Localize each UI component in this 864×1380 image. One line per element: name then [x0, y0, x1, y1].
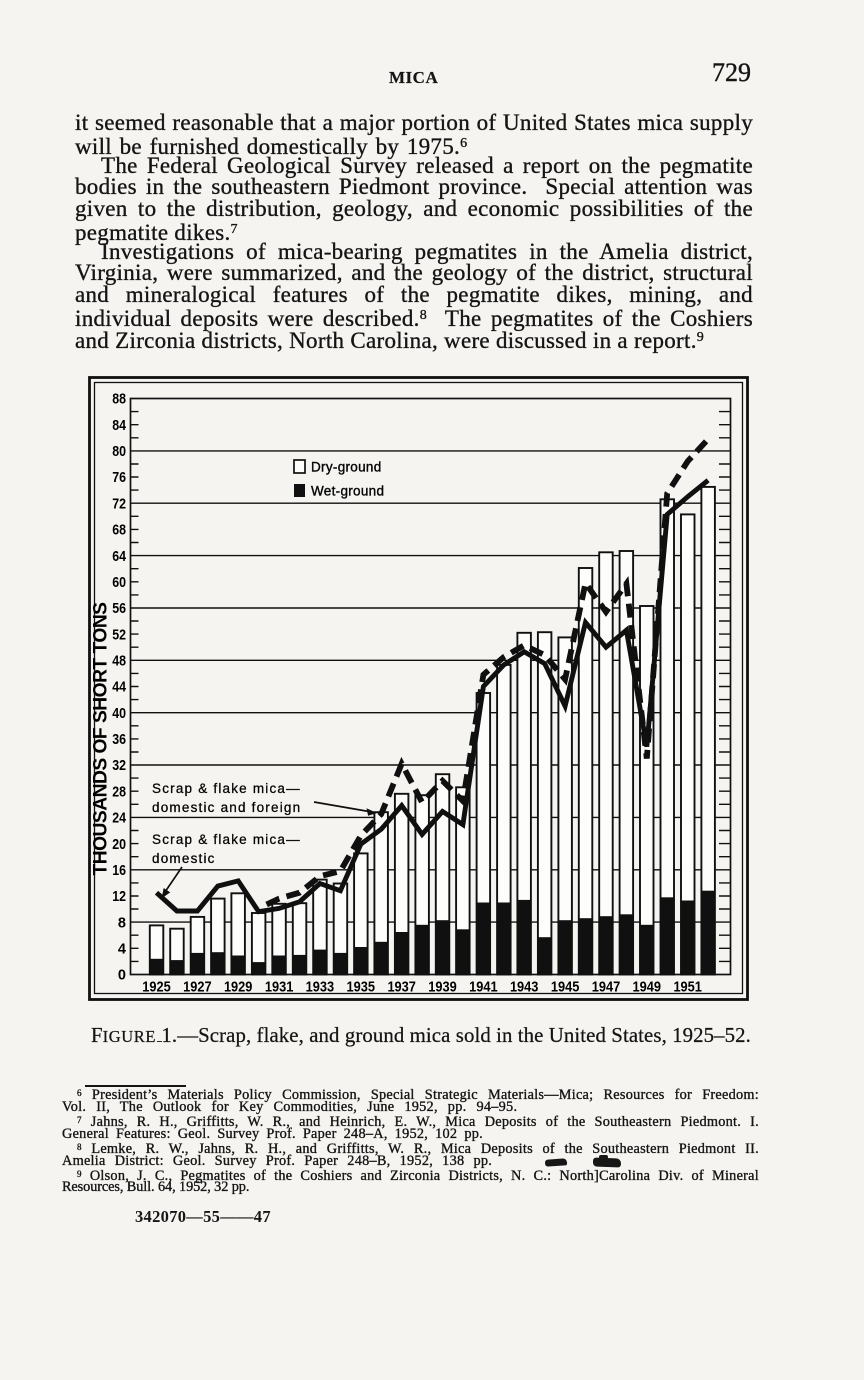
svg-text:1925: 1925 [142, 980, 171, 996]
svg-text:Dry-ground: Dry-ground [311, 460, 382, 475]
svg-text:domestic and foreign: domestic and foreign [152, 800, 301, 815]
svg-text:1935: 1935 [347, 980, 376, 996]
svg-text:1927: 1927 [183, 980, 212, 996]
svg-text:1931: 1931 [265, 980, 294, 996]
svg-text:80: 80 [112, 444, 126, 460]
svg-text:44: 44 [112, 680, 126, 696]
svg-text:0: 0 [118, 968, 126, 984]
svg-text:Wet-ground: Wet-ground [311, 484, 384, 499]
svg-text:4: 4 [118, 942, 126, 958]
svg-text:76: 76 [112, 470, 126, 486]
svg-text:56: 56 [112, 601, 126, 617]
svg-text:88: 88 [112, 392, 126, 408]
svg-text:24: 24 [112, 811, 126, 827]
svg-text:68: 68 [112, 523, 126, 539]
svg-text:20: 20 [112, 837, 126, 853]
svg-text:Scrap & flake mica—: Scrap & flake mica— [152, 832, 301, 847]
svg-text:72: 72 [112, 496, 126, 512]
svg-text:40: 40 [112, 706, 126, 722]
svg-text:1941: 1941 [469, 980, 498, 996]
svg-text:64: 64 [112, 549, 126, 565]
svg-text:1933: 1933 [306, 980, 335, 996]
svg-text:12: 12 [112, 889, 126, 905]
svg-text:16: 16 [112, 863, 126, 879]
svg-text:60: 60 [112, 575, 126, 591]
svg-text:1937: 1937 [387, 980, 416, 996]
svg-text:52: 52 [112, 627, 126, 643]
svg-text:1943: 1943 [510, 980, 539, 996]
svg-text:48: 48 [112, 654, 126, 670]
svg-text:Scrap & flake mica—: Scrap & flake mica— [152, 781, 301, 796]
svg-text:1947: 1947 [592, 980, 621, 996]
svg-text:1951: 1951 [673, 980, 702, 996]
svg-text:32: 32 [112, 758, 126, 774]
svg-text:1945: 1945 [551, 980, 580, 996]
svg-text:domestic: domestic [152, 851, 216, 866]
svg-text:1929: 1929 [224, 980, 253, 996]
svg-text:1949: 1949 [633, 980, 662, 996]
svg-text:THOUSANDS OF SHORT TONS: THOUSANDS OF SHORT TONS [91, 603, 112, 876]
svg-text:8: 8 [118, 915, 126, 931]
svg-text:84: 84 [112, 418, 126, 434]
svg-text:36: 36 [112, 732, 126, 748]
svg-text:1939: 1939 [428, 980, 457, 996]
svg-text:28: 28 [112, 784, 126, 800]
